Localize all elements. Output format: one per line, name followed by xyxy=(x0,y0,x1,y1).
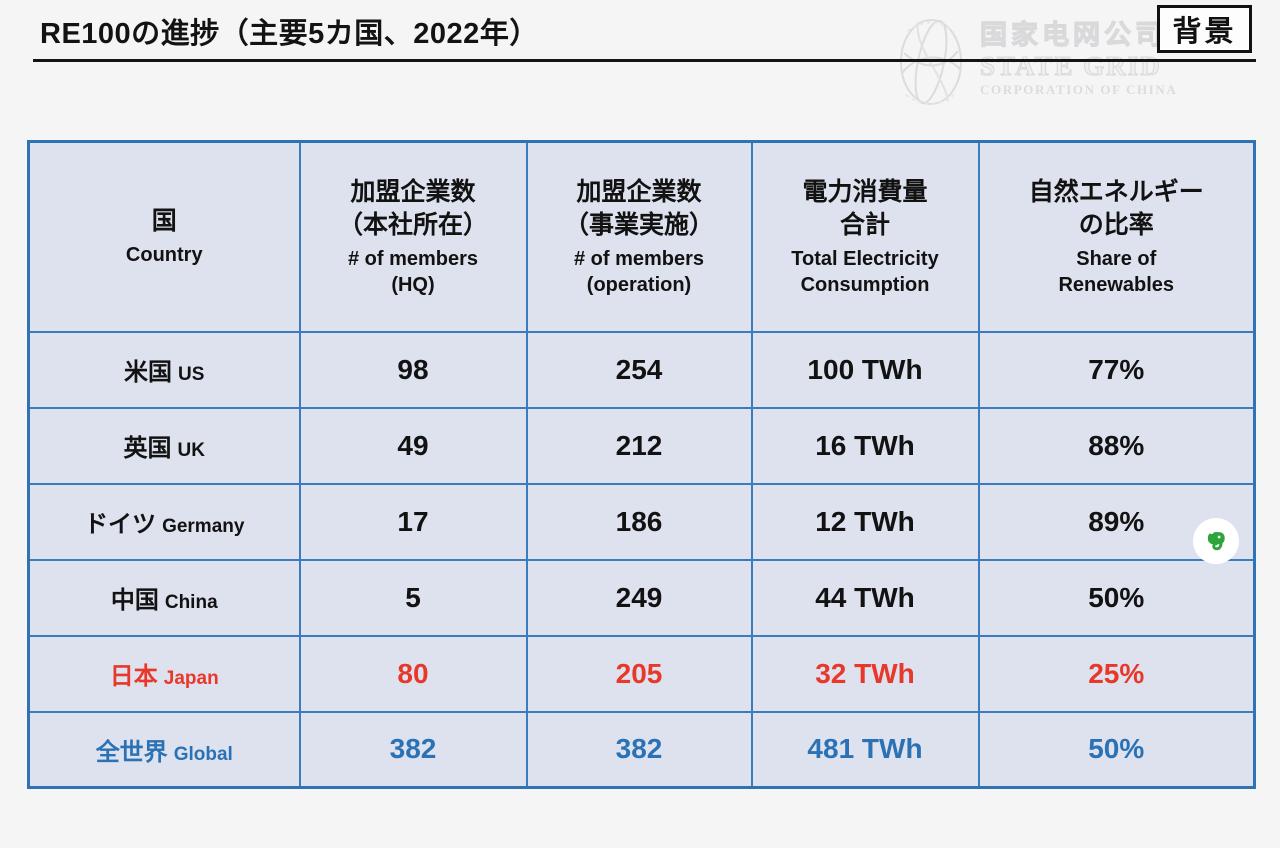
table-cell: 249 xyxy=(525,558,753,637)
table-cell: 50% xyxy=(977,558,1256,637)
country-en: Japan xyxy=(163,668,219,689)
table-cell: 98 xyxy=(298,330,528,409)
header-en-label: Total Electricity Consumption xyxy=(791,248,939,296)
watermark-english-name: STATE GRID xyxy=(979,50,1162,81)
re100-progress-table: 国 Country 加盟企業数 （本社所在） # of members (HQ)… xyxy=(27,140,1256,789)
table-cell: 88% xyxy=(977,406,1256,485)
table-row-germany: ドイツ Germany 17 186 12 TWh 89% xyxy=(27,482,1256,561)
table-cell: 英国 UK xyxy=(27,406,301,485)
table-body: 米国 US 98 254 100 TWh 77% 英国 UK 49 212 16 T… xyxy=(27,330,1256,789)
header-en-label: # of members (HQ) xyxy=(347,248,479,296)
table-cell: 米国 US xyxy=(27,330,301,409)
header-en-label: Country xyxy=(125,244,203,267)
page-title: RE100の進捗（主要5カ国、2022年） xyxy=(40,18,539,50)
country-en: US xyxy=(178,364,205,385)
country-jp: 全世界 xyxy=(95,738,168,766)
table-cell: 186 xyxy=(525,482,753,561)
table-row-global: 全世界 Global 382 382 481 TWh 50% xyxy=(27,710,1256,789)
country-en: Germany xyxy=(162,516,245,537)
stategrid-watermark-text: 国家电网公司 STATE GRID CORPORATION OF CHINA xyxy=(979,20,1178,97)
country-en: UK xyxy=(177,440,205,461)
table-cell: 中国 China xyxy=(27,558,301,637)
table-cell: 212 xyxy=(525,406,753,485)
table-row-uk: 英国 UK 49 212 16 TWh 88% xyxy=(27,406,1256,485)
country-en: Global xyxy=(173,743,233,765)
table-cell: 80 xyxy=(298,634,528,713)
table-cell: ドイツ Germany xyxy=(27,482,301,561)
table-row-japan: 日本 Japan 80 205 32 TWh 25% xyxy=(27,634,1256,713)
table-header-row: 国 Country 加盟企業数 （本社所在） # of members (HQ)… xyxy=(27,140,1256,333)
table-cell: 382 xyxy=(298,710,528,789)
evernote-elephant-icon xyxy=(1207,529,1225,551)
country-jp: 英国 xyxy=(123,435,172,462)
table-cell: 481 TWh xyxy=(750,710,980,789)
table-cell: 12 TWh xyxy=(750,482,980,561)
country-en: China xyxy=(164,592,218,613)
watermark-subtitle: CORPORATION OF CHINA xyxy=(980,81,1178,97)
header-jp-label: 自然エネルギー の比率 xyxy=(1028,177,1204,240)
header-members-hq: 加盟企業数 （本社所在） # of members (HQ) xyxy=(298,140,528,333)
table-cell: 全世界 Global xyxy=(27,710,301,789)
corner-badge: 背景 xyxy=(1157,5,1252,53)
table-cell: 17 xyxy=(298,482,528,561)
table-row-china: 中国 China 5 249 44 TWh 50% xyxy=(27,558,1256,637)
table-cell: 382 xyxy=(525,710,753,789)
header-members-operation: 加盟企業数 （事業実施） # of members (operation) xyxy=(525,140,753,333)
table-cell: 25% xyxy=(977,634,1256,713)
table-header: 国 Country 加盟企業数 （本社所在） # of members (HQ)… xyxy=(27,140,1256,333)
header-en-label: Share of Renewables xyxy=(1058,248,1175,296)
table-row-us: 米国 US 98 254 100 TWh 77% xyxy=(27,330,1256,409)
table-cell: 254 xyxy=(525,330,753,409)
header-jp-label: 国 xyxy=(151,207,177,236)
table-cell: 32 TWh xyxy=(750,634,980,713)
header-jp-label: 電力消費量 合計 xyxy=(802,177,928,240)
header-country: 国 Country xyxy=(27,140,301,333)
header-jp-label: 加盟企業数 （本社所在） xyxy=(337,177,488,240)
watermark-chinese-name: 国家电网公司 xyxy=(979,20,1166,50)
table-cell: 44 TWh xyxy=(750,558,980,637)
header-en-label: # of members (operation) xyxy=(573,248,705,296)
title-underline xyxy=(33,59,1256,62)
header-renewables-share: 自然エネルギー の比率 Share of Renewables xyxy=(977,140,1256,333)
table-cell: 49 xyxy=(298,406,528,485)
header-jp-label: 加盟企業数 （事業実施） xyxy=(563,177,714,240)
table-cell: 日本 Japan xyxy=(27,634,301,713)
country-jp: 米国 xyxy=(124,359,173,386)
table-cell: 205 xyxy=(525,634,753,713)
country-jp: 中国 xyxy=(110,587,159,614)
country-jp: 日本 xyxy=(109,663,158,690)
header-electricity: 電力消費量 合計 Total Electricity Consumption xyxy=(750,140,980,333)
country-jp: ドイツ xyxy=(84,511,157,538)
table-cell: 77% xyxy=(977,330,1256,409)
table-cell: 50% xyxy=(977,710,1256,789)
table-cell: 16 TWh xyxy=(750,406,980,485)
table-cell: 5 xyxy=(298,558,528,637)
evernote-button[interactable] xyxy=(1193,518,1239,564)
table-cell: 100 TWh xyxy=(750,330,980,409)
